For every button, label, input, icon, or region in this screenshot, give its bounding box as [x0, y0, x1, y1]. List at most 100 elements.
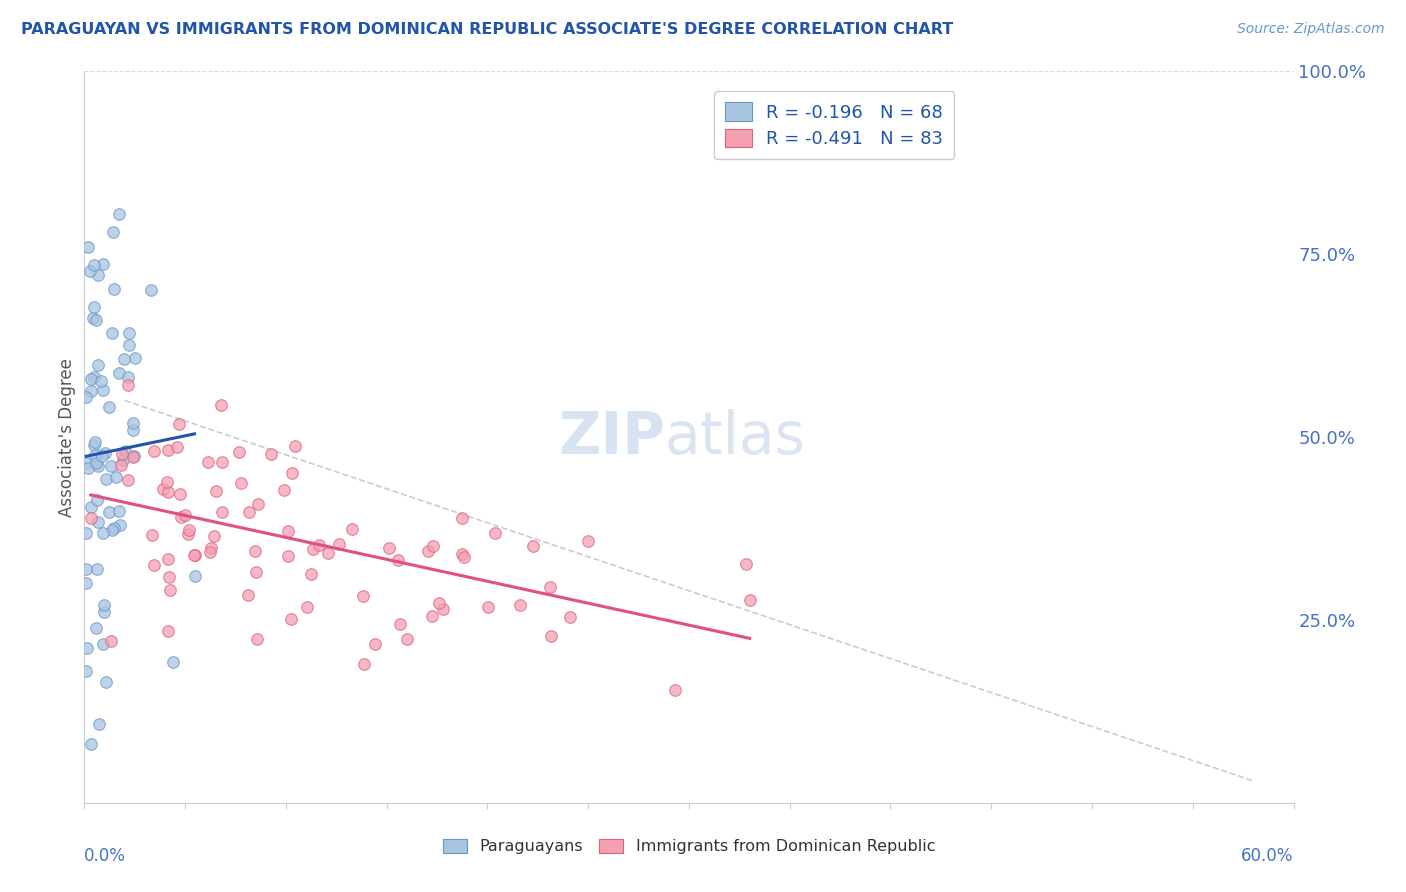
Point: [121, 423, 143, 437]
Point: [112, 453, 135, 467]
Point: [176, 526, 198, 541]
Point: [246, 497, 269, 511]
Point: [84, 621, 107, 635]
Point: [197, 454, 219, 468]
Point: [75, 562, 97, 576]
Point: [87, 717, 110, 731]
Point: [211, 455, 233, 469]
Point: [101, 523, 124, 537]
Point: [238, 505, 260, 519]
Point: [83, 258, 105, 272]
Point: [416, 543, 439, 558]
Point: [124, 351, 146, 365]
Point: [139, 283, 162, 297]
Point: [211, 505, 233, 519]
Point: [112, 351, 135, 366]
Point: [299, 567, 322, 582]
Point: [450, 547, 472, 561]
Point: [738, 593, 761, 607]
Point: [80, 737, 103, 751]
Point: [316, 546, 339, 560]
Point: [231, 476, 253, 491]
Point: [122, 450, 145, 464]
Point: [284, 439, 307, 453]
Point: [209, 398, 232, 412]
Point: [104, 470, 127, 484]
Point: [427, 596, 450, 610]
Point: [484, 526, 506, 541]
Point: [236, 588, 259, 602]
Point: [388, 617, 411, 632]
Point: [177, 523, 200, 537]
Point: [340, 522, 363, 536]
Point: [93, 605, 115, 619]
Point: [260, 447, 283, 461]
Text: atlas: atlas: [665, 409, 806, 466]
Point: [453, 549, 475, 564]
Point: [80, 384, 103, 398]
Point: [101, 326, 124, 341]
Point: [108, 366, 131, 380]
Point: [93, 598, 115, 612]
Point: [200, 541, 222, 556]
Point: [84, 313, 107, 327]
Point: [152, 483, 174, 497]
Point: [198, 545, 221, 559]
Point: [432, 601, 454, 615]
Point: [114, 444, 136, 458]
Point: [75, 391, 97, 405]
Point: [87, 515, 110, 529]
Point: [156, 552, 179, 566]
Point: [75, 456, 97, 470]
Point: [353, 657, 375, 671]
Point: [170, 510, 193, 524]
Point: [228, 445, 250, 459]
Point: [243, 544, 266, 558]
Text: ZIP: ZIP: [558, 409, 665, 466]
Point: [509, 598, 531, 612]
Point: [80, 371, 103, 385]
Point: [143, 444, 166, 458]
Point: [83, 434, 105, 449]
Point: [157, 484, 180, 499]
Point: [450, 511, 472, 525]
Point: [117, 337, 139, 351]
Point: [205, 483, 228, 498]
Point: [246, 632, 269, 646]
Text: Source: ZipAtlas.com: Source: ZipAtlas.com: [1237, 22, 1385, 37]
Point: [76, 461, 98, 475]
Point: [103, 282, 125, 296]
Point: [108, 517, 131, 532]
Point: [79, 264, 101, 278]
Point: [245, 565, 267, 579]
Text: 0.0%: 0.0%: [84, 847, 127, 864]
Point: [79, 500, 101, 514]
Point: [159, 582, 181, 597]
Point: [302, 541, 325, 556]
Point: [540, 630, 562, 644]
Point: [101, 225, 124, 239]
Point: [422, 540, 444, 554]
Point: [156, 475, 179, 489]
Point: [100, 634, 122, 648]
Point: [98, 505, 121, 519]
Point: [117, 369, 139, 384]
Point: [280, 612, 302, 626]
Point: [184, 548, 207, 562]
Point: [87, 459, 110, 474]
Point: [141, 527, 163, 541]
Point: [76, 640, 98, 655]
Point: [98, 401, 121, 415]
Point: [142, 558, 165, 573]
Point: [560, 610, 582, 624]
Point: [183, 569, 205, 583]
Point: [87, 358, 110, 372]
Point: [295, 599, 318, 614]
Point: [108, 207, 131, 221]
Point: [75, 664, 97, 678]
Point: [156, 442, 179, 457]
Point: [77, 240, 100, 254]
Point: [110, 458, 132, 472]
Point: [308, 538, 330, 552]
Point: [87, 268, 110, 282]
